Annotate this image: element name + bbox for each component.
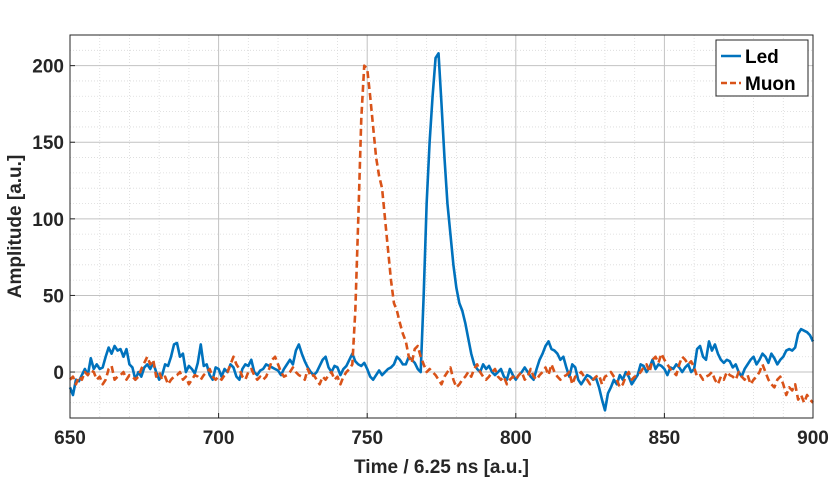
x-tick-label: 800 bbox=[500, 428, 532, 449]
series-line-led bbox=[68, 52, 815, 412]
x-tick-label: 650 bbox=[54, 428, 86, 449]
y-axis: 0 50 100 150 200 bbox=[32, 57, 75, 384]
series-layer bbox=[68, 52, 815, 412]
x-axis-label: Time / 6.25 ns [a.u.] bbox=[354, 457, 529, 478]
legend-label-muon: Muon bbox=[745, 74, 796, 95]
y-axis-label: Amplitude [a.u.] bbox=[5, 155, 26, 299]
minor-grid bbox=[70, 35, 813, 418]
series-line-muon bbox=[69, 64, 814, 404]
y-tick-label: 0 bbox=[53, 363, 64, 384]
axes-frame bbox=[69, 34, 814, 419]
y-tick-label: 150 bbox=[32, 133, 64, 154]
x-tick-label: 850 bbox=[649, 428, 681, 449]
legend-box bbox=[715, 39, 809, 97]
x-tick-label: 700 bbox=[203, 428, 235, 449]
y-tick-label: 50 bbox=[43, 286, 64, 307]
legend: Led Muon bbox=[715, 39, 809, 97]
x-tick-label: 900 bbox=[797, 428, 829, 449]
x-axis: 650 700 750 800 850 900 bbox=[54, 413, 829, 449]
y-tick-label: 100 bbox=[32, 210, 64, 231]
axes-box bbox=[69, 34, 814, 419]
x-tick-label: 750 bbox=[351, 428, 383, 449]
legend-label-led: Led bbox=[745, 47, 779, 68]
y-tick-label: 200 bbox=[32, 57, 64, 78]
